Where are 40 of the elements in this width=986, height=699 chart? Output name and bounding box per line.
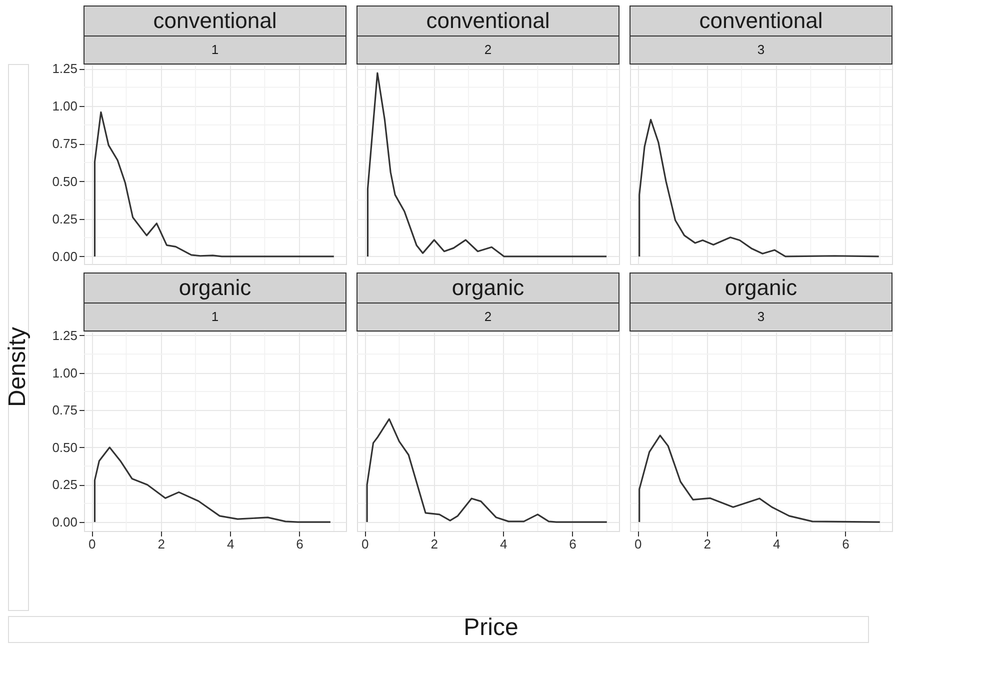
chart-title: organic [178,275,252,300]
y-tick-label: 1.25 [52,328,78,343]
y-tick-label: 0.50 [52,174,78,189]
y-tick-label: 0.50 [52,440,78,455]
y-tick-label: 1.00 [52,98,78,114]
chart-subtitle: 1 [211,309,219,324]
y-axis-title: Density [4,326,31,408]
x-tick-label: 2 [704,536,711,552]
chart-title: organic [724,275,798,300]
chart-subtitle: 2 [484,42,492,57]
chart-title: conventional [699,8,823,33]
y-tick-label: 0.25 [52,477,78,492]
chart-title: organic [452,275,524,300]
x-axis-title: Price [464,614,518,641]
chart-title: conventional [426,8,550,33]
x-tick-label: 6 [569,536,576,552]
x-tick-label: 0 [634,536,642,552]
y-tick-label: 0.00 [52,248,78,264]
x-tick-label: 4 [772,536,780,552]
y-tick-label: 1.25 [52,61,78,76]
chart-title: conventional [153,8,277,33]
y-tick-label: 0.25 [52,211,78,226]
x-tick-label: 6 [842,536,850,552]
chart-subtitle: 3 [757,309,765,324]
chart-subtitle: 3 [757,42,765,57]
x-tick-label: 2 [158,536,165,552]
y-tick-label: 0.75 [52,402,78,418]
y-tick-label: 0.75 [52,136,78,152]
x-tick-label: 4 [226,536,234,552]
y-tick-label: 1.00 [52,365,78,380]
x-tick-label: 4 [500,536,508,552]
chart-subtitle: 1 [211,42,219,57]
line-series [94,111,335,258]
line-series [94,446,332,523]
x-tick-label: 0 [88,536,96,552]
x-tick-label: 6 [296,536,304,552]
y-tick-label: 0.00 [52,514,78,530]
x-tick-label: 2 [430,536,438,552]
chart-subtitle: 2 [484,309,492,324]
x-tick-label: 0 [361,536,369,552]
